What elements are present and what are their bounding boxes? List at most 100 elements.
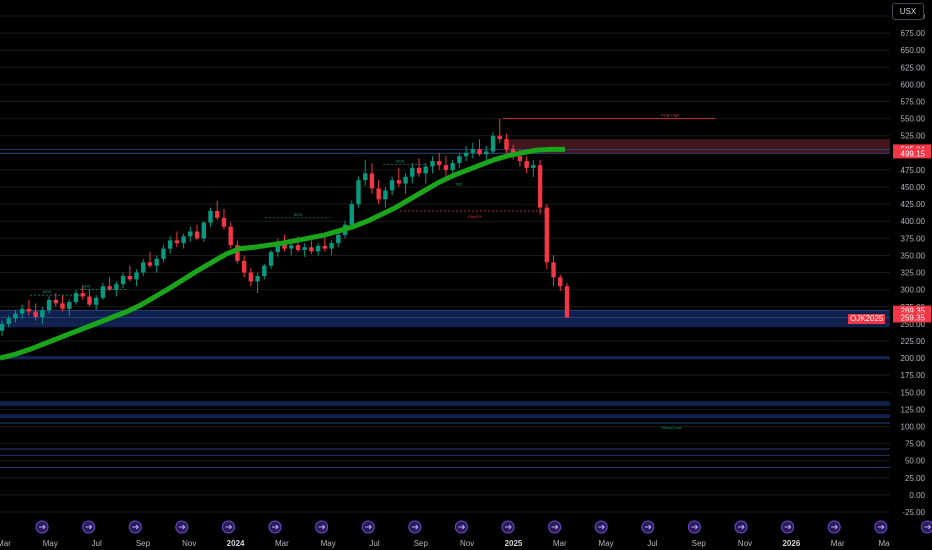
candle-body bbox=[134, 272, 139, 280]
ticker-price-label: OJK2025 bbox=[848, 314, 886, 324]
event-arrow-icon bbox=[738, 524, 745, 530]
candle-body bbox=[437, 161, 442, 166]
event-arrow-icon bbox=[598, 524, 605, 530]
candle-body bbox=[396, 180, 402, 184]
candle-body bbox=[100, 286, 106, 298]
price-axis-tag-bg bbox=[893, 148, 931, 159]
event-arrow-icon bbox=[272, 524, 279, 530]
x-tick-label: 2024 bbox=[227, 539, 245, 548]
candle-body bbox=[0, 323, 5, 331]
candle-body bbox=[315, 245, 321, 252]
y-tick-label: 475.00 bbox=[901, 166, 926, 175]
candle-body bbox=[67, 301, 72, 309]
candle-body bbox=[558, 277, 563, 287]
y-tick-label: 375.00 bbox=[901, 234, 926, 243]
event-arrow-icon bbox=[691, 524, 699, 530]
y-tick-label: 0.00 bbox=[909, 491, 925, 500]
candle-body bbox=[356, 180, 361, 205]
annotation-label: ChoCH bbox=[468, 214, 481, 219]
y-tick-label: 225.00 bbox=[901, 337, 926, 346]
candle-body bbox=[537, 165, 543, 208]
candle-body bbox=[201, 222, 206, 239]
x-tick-label: Sep bbox=[692, 539, 707, 548]
candle-body bbox=[19, 308, 25, 314]
event-arrow-icon bbox=[318, 524, 326, 530]
x-tick-label: May bbox=[43, 539, 58, 548]
candle-body bbox=[477, 149, 482, 155]
price-axis-bg bbox=[890, 0, 932, 550]
event-arrow-icon bbox=[178, 524, 186, 530]
y-tick-label: 575.00 bbox=[901, 98, 926, 107]
y-tick-label: 150.00 bbox=[901, 388, 926, 397]
y-tick-label: 300.00 bbox=[901, 286, 926, 295]
x-tick-label: May bbox=[321, 539, 336, 548]
y-tick-label: 75.00 bbox=[905, 440, 926, 449]
annotation-label: BOS bbox=[396, 158, 405, 163]
price-axis-tag-bg bbox=[893, 312, 931, 323]
event-arrow-icon bbox=[225, 524, 233, 530]
candle-body bbox=[564, 286, 570, 318]
event-arrow-icon bbox=[924, 524, 932, 530]
candle-body bbox=[369, 173, 375, 189]
candle-body bbox=[40, 310, 45, 318]
y-tick-label: 325.00 bbox=[901, 269, 926, 278]
candle-body bbox=[87, 296, 92, 305]
x-tick-label: Sep bbox=[136, 539, 151, 548]
event-arrow-icon bbox=[784, 524, 792, 530]
x-tick-label: May bbox=[599, 539, 614, 548]
candle-body bbox=[188, 231, 193, 237]
candle-body bbox=[181, 236, 186, 244]
event-arrow-icon bbox=[551, 524, 559, 530]
price-axis-tag: 259.35 bbox=[901, 313, 926, 322]
candle-body bbox=[376, 188, 381, 200]
event-arrow-icon bbox=[505, 524, 512, 530]
candle-body bbox=[46, 299, 52, 311]
event-arrow-icon bbox=[85, 524, 93, 530]
y-tick-label: 650.00 bbox=[901, 46, 926, 55]
candle-body bbox=[329, 243, 334, 249]
candle-body bbox=[484, 151, 489, 155]
currency-selector[interactable]: USX bbox=[892, 3, 924, 20]
x-tick-label: Mar bbox=[0, 539, 11, 548]
moving-average-line bbox=[0, 146, 565, 361]
candle-body bbox=[504, 139, 509, 150]
candle-body bbox=[26, 308, 32, 312]
price-axis-tag: 269.35 bbox=[901, 307, 926, 316]
y-tick-label: -25.00 bbox=[902, 508, 925, 517]
candle-body bbox=[60, 303, 65, 309]
x-tick-label: 2025 bbox=[505, 539, 523, 548]
candle-body bbox=[302, 247, 307, 250]
y-tick-label: 425.00 bbox=[901, 200, 926, 209]
demand-zone bbox=[0, 401, 890, 406]
candle-body bbox=[349, 204, 354, 225]
candle-body bbox=[322, 245, 328, 249]
candle-body bbox=[208, 210, 213, 223]
x-tick-label: Sep bbox=[414, 539, 429, 548]
event-arrow-icon bbox=[831, 524, 838, 530]
annotation-label: BOS bbox=[294, 212, 303, 217]
demand-zone bbox=[0, 310, 890, 328]
event-arrow-icon bbox=[365, 524, 372, 530]
x-tick-label: Nov bbox=[738, 539, 752, 548]
y-tick-label: 625.00 bbox=[901, 63, 926, 72]
candle-body bbox=[309, 247, 314, 252]
candle-body bbox=[423, 166, 428, 174]
candle-body bbox=[524, 161, 529, 168]
candle-body bbox=[6, 318, 11, 324]
y-tick-label: 525.00 bbox=[901, 132, 926, 141]
candle-body bbox=[450, 163, 455, 170]
supply-zone bbox=[505, 139, 890, 154]
x-tick-label: Jul bbox=[369, 539, 379, 548]
candle-body bbox=[154, 258, 159, 266]
candle-body bbox=[289, 245, 294, 249]
x-tick-label: Nov bbox=[460, 539, 474, 548]
candle-body bbox=[531, 165, 536, 168]
y-tick-label: 25.00 bbox=[905, 474, 926, 483]
y-tick-label: 125.00 bbox=[901, 405, 926, 414]
event-arrow-icon bbox=[411, 524, 419, 530]
candle-body bbox=[490, 135, 496, 152]
y-tick-label: 200.00 bbox=[901, 354, 926, 363]
candle-body bbox=[262, 265, 267, 276]
currency-label: USX bbox=[899, 7, 917, 16]
